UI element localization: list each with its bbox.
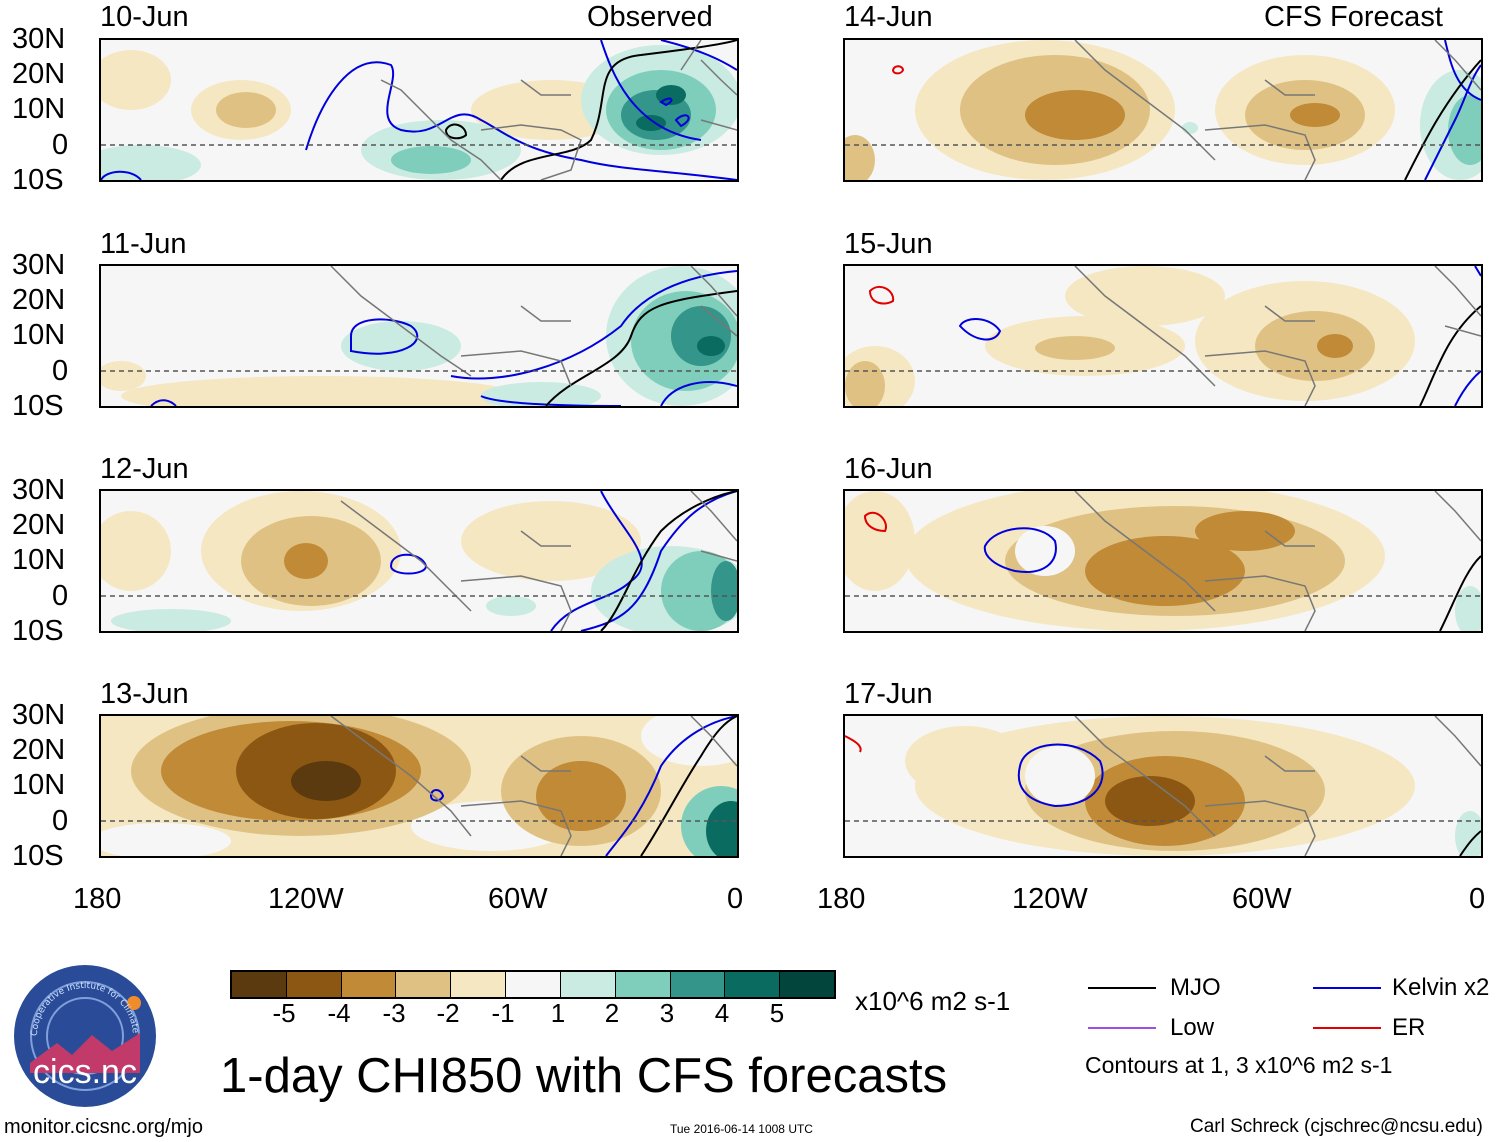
colorbar-swatch [232,972,287,997]
lat-tick: 20N [12,284,66,316]
legend-label-er: ER [1392,1014,1426,1041]
lat-tick: 20N [12,509,66,541]
colorbar-label: -1 [491,998,515,1028]
colorbar-swatch [780,972,834,997]
lat-tick: 0 [52,580,69,612]
lon-tick: 0 [727,883,744,915]
map-panel-13-jun [99,714,739,858]
footer-url: monitor.cicsnc.org/mjo [4,1116,203,1138]
map-panel-15-jun [843,264,1483,408]
panel-date-label: 11-Jun [100,228,187,260]
legend-label-low: Low [1170,1014,1215,1041]
colorbar-label: 5 [769,998,785,1028]
legend-line-er [1313,1027,1381,1029]
legend-label-kelvin: Kelvin x2 [1392,974,1490,1001]
colorbar-label: 2 [604,998,620,1028]
panel-source-label: Observed [587,1,713,33]
panel-date-label: 10-Jun [100,1,189,33]
lat-tick: 10N [12,544,66,576]
colorbar-label: -4 [327,998,351,1028]
colorbar-swatch [506,972,561,997]
lat-tick: 10N [12,769,66,801]
map-panel-11-jun [99,264,739,408]
lat-tick: 10N [12,93,66,125]
colorbar-label: 1 [550,998,566,1028]
contour-note: Contours at 1, 3 x10^6 m2 s-1 [1085,1052,1393,1078]
legend-line-kelvin [1313,987,1381,989]
lon-tick: 180 [817,883,866,915]
colorbar-swatch [725,972,781,997]
colorbar-units: x10^6 m2 s-1 [855,986,1011,1016]
lon-tick: 60W [1232,883,1292,915]
panel-date-label: 13-Jun [100,678,189,710]
lat-tick: 30N [12,699,66,731]
map-panel-16-jun [843,489,1483,633]
lat-tick: 20N [12,58,66,90]
panel-date-label: 15-Jun [844,228,933,260]
legend-label-mjo: MJO [1170,974,1221,1001]
lat-tick: 10N [12,319,66,351]
lat-tick: 10S [12,840,64,872]
colorbar-label: -5 [272,998,296,1028]
panel-source-label: CFS Forecast [1264,1,1443,33]
map-panel-14-jun [843,38,1483,182]
figure-title: 1-day CHI850 with CFS forecasts [220,1049,948,1103]
colorbar-swatch [341,972,397,997]
lat-tick: 10S [12,615,64,647]
lat-tick: 20N [12,734,66,766]
map-panel-10-jun [99,38,739,182]
footer-author: Carl Schreck (cjschrec@ncsu.edu) [1190,1116,1483,1137]
footer-timestamp: Tue 2016-06-14 1008 UTC [670,1122,813,1136]
legend-line-mjo [1088,987,1156,989]
lat-tick: 30N [12,249,66,281]
colorbar-label: 4 [714,998,730,1028]
lon-tick: 120W [1012,883,1088,915]
map-panel-12-jun [99,489,739,633]
panel-date-label: 12-Jun [100,453,189,485]
lat-tick: 10S [12,164,64,196]
colorbar-swatch [396,972,452,997]
colorbar-swatch [286,972,342,997]
legend-line-low [1088,1027,1156,1029]
lon-tick: 120W [268,883,344,915]
logo-text: cics.nc [33,1053,137,1091]
lat-tick: 30N [12,474,66,506]
map-panel-17-jun [843,714,1483,858]
lon-tick: 0 [1469,883,1486,915]
colorbar-swatch [615,972,671,997]
colorbar-swatch [560,972,616,997]
lat-tick: 0 [52,355,69,387]
lon-tick: 180 [73,883,122,915]
lon-tick: 60W [488,883,548,915]
colorbar-label: -2 [436,998,460,1028]
lat-tick: 30N [12,23,66,55]
panel-date-label: 14-Jun [844,1,933,33]
colorbar-label: -3 [382,998,406,1028]
colorbar-label: 3 [659,998,675,1028]
panel-date-label: 17-Jun [844,678,933,710]
lat-tick: 0 [52,805,69,837]
panel-date-label: 16-Jun [844,453,933,485]
colorbar-swatch [451,972,507,997]
colorbar-swatch [670,972,726,997]
lat-tick: 10S [12,390,64,422]
cics-logo: Cooperative Institute for Climate and Sa… [9,956,158,1109]
colorbar [230,970,836,999]
lat-tick: 0 [52,129,69,161]
